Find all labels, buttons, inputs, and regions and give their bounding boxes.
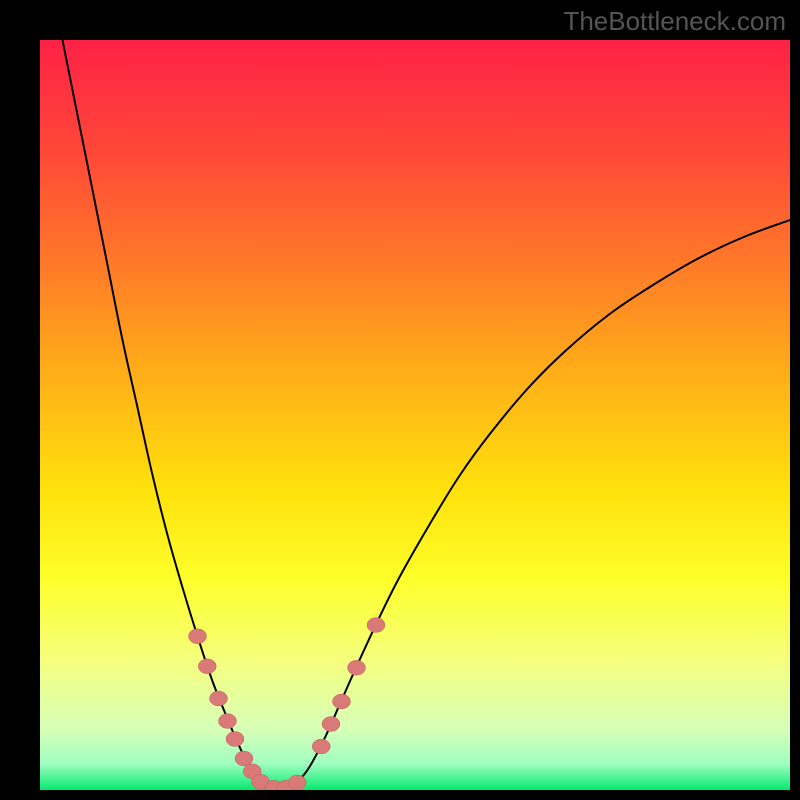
curve-marker — [322, 717, 340, 732]
curve-marker — [210, 691, 228, 706]
frame-border — [0, 790, 800, 800]
curve-marker — [367, 618, 385, 633]
curve-marker — [198, 659, 216, 674]
watermark-text: TheBottleneck.com — [563, 6, 786, 37]
curve-marker — [333, 694, 351, 709]
frame-border — [790, 0, 800, 800]
frame-border — [0, 0, 40, 800]
curve-marker — [348, 660, 366, 675]
gradient-background — [40, 40, 790, 790]
bottleneck-v-chart — [0, 0, 800, 800]
chart-container: TheBottleneck.com — [0, 0, 800, 800]
curve-marker — [226, 732, 244, 747]
curve-marker — [219, 714, 237, 729]
curve-marker — [312, 739, 330, 754]
curve-marker — [235, 751, 253, 766]
curve-marker — [189, 629, 207, 644]
curve-marker — [288, 775, 306, 790]
